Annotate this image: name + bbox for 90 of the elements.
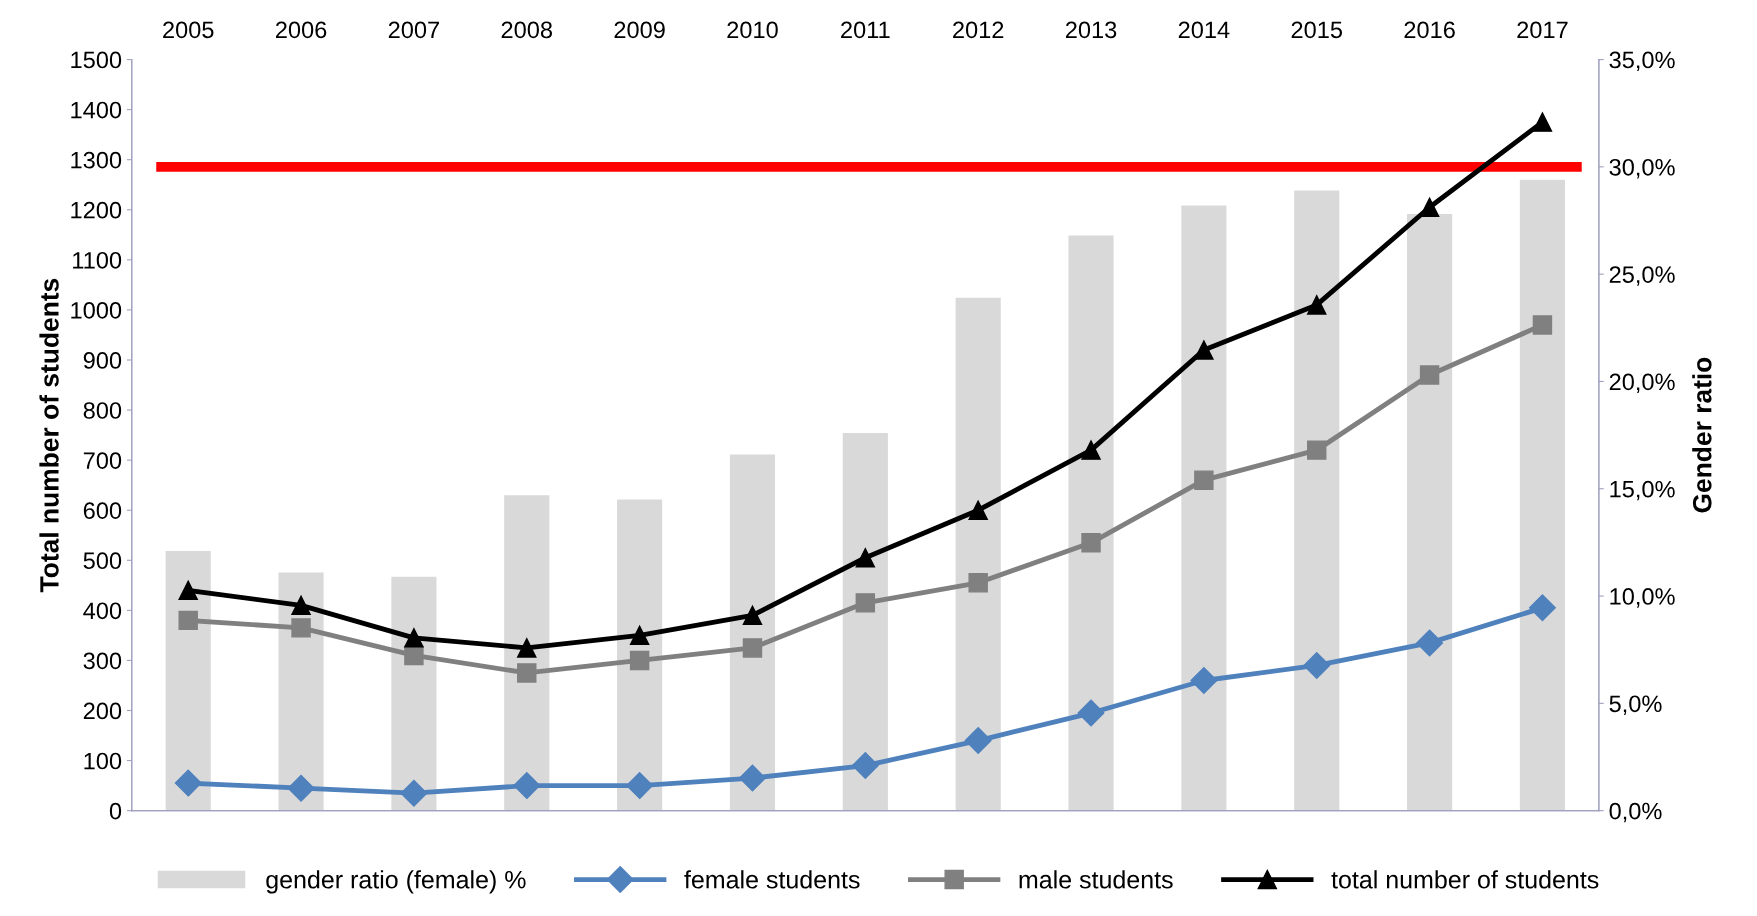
point — [174, 769, 202, 797]
point — [287, 774, 315, 802]
x-tick-label: 2007 — [388, 21, 439, 39]
point — [1532, 315, 1553, 335]
legend-label: male students — [1019, 870, 1173, 889]
y-tick-label: 600 — [83, 502, 122, 519]
y-axis-title: Total number of students — [39, 278, 59, 593]
bar — [1294, 190, 1340, 811]
y2-tick-label: 25,0% — [1609, 266, 1675, 286]
point — [1307, 295, 1327, 315]
point — [291, 618, 311, 638]
point — [1419, 197, 1440, 217]
point — [1077, 699, 1105, 727]
y-tick-label: 1500 — [71, 51, 122, 69]
x-tick-label: 2013 — [1065, 21, 1117, 39]
y2-tick-label: 0,0% — [1609, 802, 1662, 823]
point — [1416, 629, 1444, 657]
x-tick-label: 2006 — [275, 21, 327, 39]
y-tick-label: 400 — [83, 602, 122, 620]
y-tick-label: 0 — [109, 802, 122, 820]
y2-tick-label: 10,0% — [1610, 588, 1675, 608]
x-tick-label: 2014 — [1178, 21, 1230, 39]
legend-label: total number of students — [1331, 870, 1599, 889]
y-tick-label: 1100 — [73, 251, 122, 269]
bar — [729, 454, 776, 811]
bar — [1519, 179, 1566, 811]
point — [1307, 440, 1327, 460]
legend-label: female students — [684, 870, 860, 889]
x-tick-label: 2005 — [163, 21, 214, 39]
point — [513, 772, 541, 800]
y2-axis-title: Gender ratio — [1692, 357, 1712, 513]
point — [1532, 112, 1553, 132]
x-tick-label: 2016 — [1404, 21, 1455, 39]
point — [742, 605, 763, 626]
y-tick-label: 800 — [83, 402, 122, 419]
point — [968, 500, 988, 520]
point — [404, 628, 424, 648]
y2-tick-label: 20,0% — [1609, 373, 1675, 394]
y2-tick-label: 5,0% — [1609, 695, 1662, 715]
point — [178, 610, 198, 631]
y-tick-label: 1400 — [71, 101, 122, 119]
point — [855, 548, 876, 568]
point — [855, 593, 876, 613]
point — [851, 752, 879, 780]
bar — [955, 297, 1001, 811]
x-tick-label: 2015 — [1291, 21, 1343, 39]
point — [742, 638, 763, 658]
point — [404, 645, 424, 666]
bar — [1407, 214, 1453, 811]
x-tick-label: 2017 — [1517, 21, 1568, 39]
x-tick-label: 2010 — [727, 21, 778, 39]
bar — [842, 432, 888, 811]
y-tick-label: 300 — [83, 652, 122, 670]
y-tick-label: 1300 — [71, 151, 122, 169]
x-tick-label: 2009 — [614, 21, 665, 39]
point — [178, 580, 198, 601]
y2-tick-label: 30,0% — [1609, 158, 1675, 179]
y-tick-label: 500 — [83, 552, 122, 570]
y-tick-label: 700 — [83, 452, 122, 469]
point — [291, 595, 311, 616]
point — [629, 650, 650, 671]
y-tick-label: 1000 — [71, 301, 122, 319]
point — [1303, 651, 1331, 679]
point — [517, 638, 537, 658]
x-tick-label: 2011 — [841, 21, 890, 39]
point — [739, 764, 766, 792]
point — [1190, 667, 1218, 694]
point — [626, 772, 654, 800]
x-tick-label: 2008 — [501, 21, 552, 39]
point — [1528, 594, 1556, 622]
y2-tick-label: 35,0% — [1609, 51, 1675, 72]
point — [1419, 365, 1440, 385]
y-tick-label: 900 — [83, 352, 122, 369]
point — [1194, 340, 1214, 360]
legend-label: gender ratio (female) % — [266, 870, 526, 894]
point — [1081, 533, 1101, 553]
point — [629, 625, 650, 646]
point — [964, 727, 992, 755]
bar — [1181, 205, 1227, 811]
y2-tick-label: 15,0% — [1610, 480, 1675, 501]
bar — [1068, 235, 1114, 811]
point — [400, 779, 428, 807]
point — [517, 663, 537, 683]
point — [1081, 440, 1101, 460]
point — [968, 573, 988, 593]
y-tick-label: 100 — [84, 752, 122, 770]
point — [1194, 470, 1214, 490]
y-tick-label: 1200 — [71, 201, 122, 219]
x-tick-label: 2012 — [953, 21, 1004, 39]
y-tick-label: 200 — [83, 702, 122, 720]
